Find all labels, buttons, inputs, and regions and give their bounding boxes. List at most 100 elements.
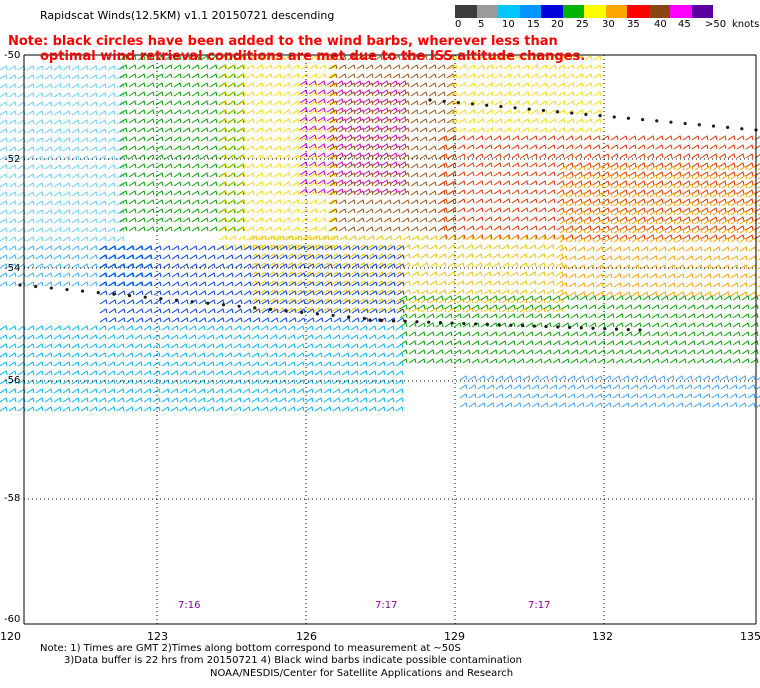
wind-barb <box>501 244 510 250</box>
wind-barb <box>314 388 323 394</box>
contamination-note-line2: optimal wind retrieval conditions are me… <box>40 49 586 64</box>
wind-barb <box>299 188 308 194</box>
wind-barb <box>557 100 566 106</box>
wind-barb <box>570 313 579 319</box>
wind-barb <box>437 64 446 70</box>
wind-barb <box>392 127 401 133</box>
wind-barb <box>646 180 655 186</box>
wind-barb <box>288 245 297 251</box>
wind-barb <box>98 272 107 278</box>
wind-barb <box>538 216 547 222</box>
wind-barb <box>727 216 736 222</box>
wind-barb <box>180 254 189 260</box>
wind-barb <box>108 290 117 296</box>
wind-barb <box>637 144 646 150</box>
wind-barb <box>586 237 595 243</box>
wind-barb <box>520 144 529 150</box>
wind-barb <box>723 358 732 364</box>
wind-barb <box>438 280 447 286</box>
wind-barb <box>574 153 583 159</box>
wind-barb <box>35 236 44 242</box>
wind-barb <box>458 91 467 97</box>
wind-barb <box>155 145 164 151</box>
wind-barb <box>595 183 604 189</box>
wind-barb <box>577 183 586 189</box>
wind-barb <box>264 100 273 106</box>
wind-barb <box>676 273 685 279</box>
wind-barb <box>278 343 287 349</box>
wind-barb <box>218 55 227 61</box>
wind-barb <box>568 246 577 252</box>
wind-barb <box>691 198 700 204</box>
wind-barb <box>395 343 404 349</box>
wind-barb <box>135 245 144 251</box>
wind-barb <box>8 227 17 233</box>
wind-barb <box>0 200 8 206</box>
wind-barb <box>306 317 315 323</box>
wind-barb <box>453 313 462 319</box>
wind-barb <box>219 235 228 241</box>
wind-barb <box>651 349 660 355</box>
wind-barb <box>126 317 135 323</box>
wind-barb <box>510 289 519 295</box>
wind-barb <box>368 361 377 367</box>
wind-barb <box>164 64 173 70</box>
wind-barb <box>219 64 228 70</box>
wind-barb <box>71 101 80 107</box>
wind-barb <box>727 198 736 204</box>
wind-barb <box>712 165 721 171</box>
wind-barb <box>71 379 80 385</box>
wind-barb <box>387 272 396 278</box>
wind-barb <box>246 64 255 70</box>
wind-barb <box>648 393 657 399</box>
wind-barb <box>640 174 649 180</box>
wind-barb <box>631 273 640 279</box>
wind-barb <box>53 200 62 206</box>
wind-barb <box>362 107 371 113</box>
wind-barb <box>667 273 676 279</box>
wind-barb <box>606 322 615 328</box>
wind-barb <box>26 361 35 367</box>
wind-barb <box>439 216 448 222</box>
wind-barb <box>98 83 107 89</box>
wind-barb <box>559 273 568 279</box>
wind-barb <box>351 281 360 287</box>
wind-barb <box>26 146 35 152</box>
wind-barb <box>125 263 134 269</box>
wind-barb <box>26 352 35 358</box>
wind-barb <box>577 165 586 171</box>
wind-barb <box>291 82 300 88</box>
wind-barb <box>356 109 365 115</box>
wind-barb <box>71 245 80 251</box>
wind-barb <box>495 402 504 408</box>
wind-barb <box>80 137 89 143</box>
wind-barb <box>619 153 628 159</box>
wind-barb <box>318 199 327 205</box>
wind-barb <box>0 352 8 358</box>
wind-barb <box>329 181 338 187</box>
wind-barb <box>128 208 137 214</box>
wind-barb <box>98 343 107 349</box>
wind-barb <box>595 237 604 243</box>
wind-barb <box>651 358 660 364</box>
wind-barb <box>261 290 270 296</box>
wind-barb <box>646 153 655 159</box>
wind-barb <box>467 73 476 79</box>
wind-barb <box>282 244 291 250</box>
wind-barb <box>666 402 675 408</box>
wind-barb <box>705 340 714 346</box>
wind-barb <box>0 227 8 233</box>
wind-barb <box>655 162 664 168</box>
wind-barb <box>237 217 246 223</box>
wind-barb <box>660 304 669 310</box>
wind-barb <box>428 100 437 106</box>
wind-barb <box>489 313 498 319</box>
wind-barb <box>108 245 117 251</box>
wind-barb <box>419 127 428 133</box>
wind-barb <box>721 201 730 207</box>
wind-barb <box>446 100 455 106</box>
contamination-dot <box>697 123 701 127</box>
wind-barb <box>107 182 116 188</box>
wind-barb <box>664 135 673 141</box>
wind-barb <box>0 128 8 134</box>
